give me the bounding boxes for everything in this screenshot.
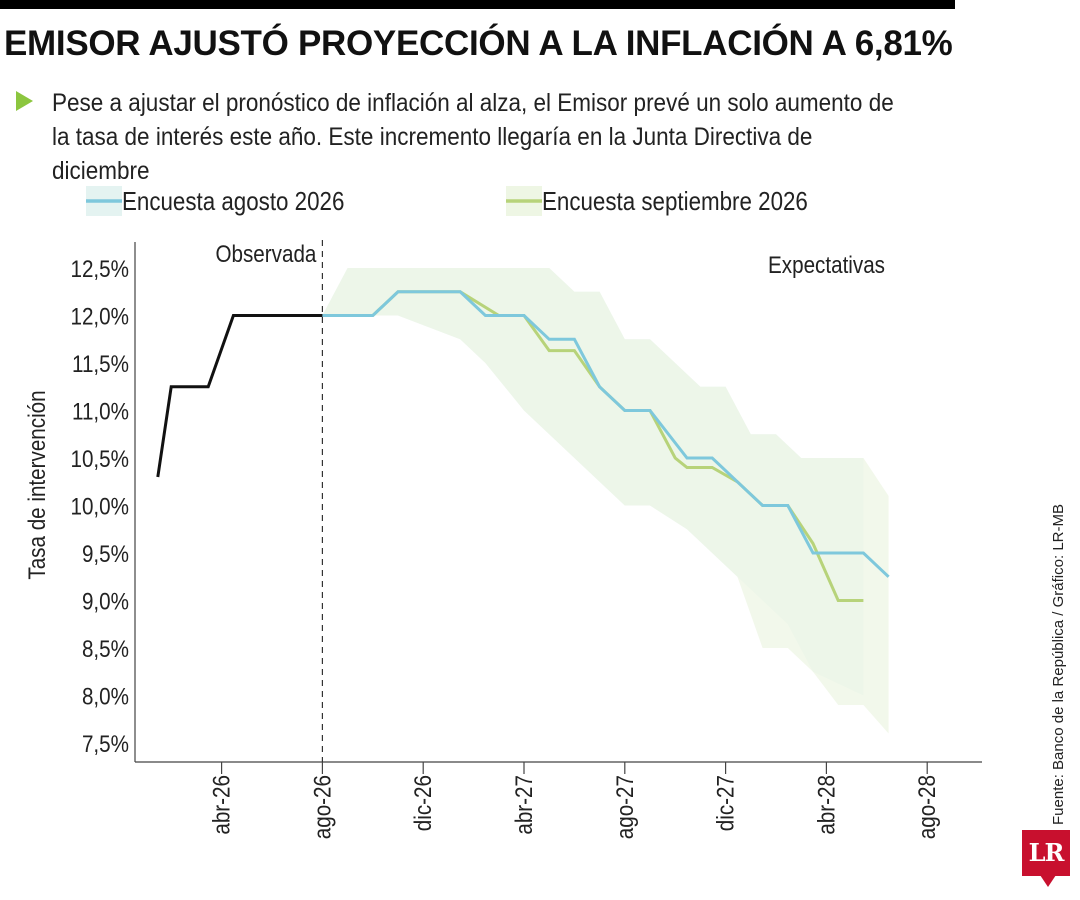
series-line-agosto [322,290,890,578]
y-tick-label: 12,5% [70,256,129,283]
top-rule [0,0,955,9]
y-tick-label: 7,5% [82,731,129,758]
x-tick-label: ago-28 [914,775,941,839]
x-tick-label: ago-26 [309,775,336,839]
region-label-observada: Observada [215,241,316,268]
y-axis-title: Tasa de intervención [24,390,51,579]
page-title: EMISOR AJUSTÓ PROYECCIÓN A LA INFLACIÓN … [4,24,953,63]
band-group [322,268,889,734]
y-tick-label: 8,0% [82,683,129,710]
x-tick-label: abr-28 [813,775,840,835]
series-line-observada [156,314,323,478]
x-tick-label: abr-27 [511,775,538,835]
y-tick-label: 10,0% [70,493,129,520]
x-tick-label: dic-27 [712,775,739,831]
x-tick-label: dic-26 [410,775,437,831]
lr-logo: LR [1022,830,1070,876]
x-tick-label: ago-27 [611,775,638,839]
bullet-triangle-icon [16,91,33,111]
y-tick-label: 12,0% [70,303,129,330]
x-tick-label: abr-26 [208,775,235,835]
axes-group [134,240,982,774]
y-tick-label: 9,5% [82,541,129,568]
source-credit: Fuente: Banco de la República / Gráfico:… [1050,504,1067,825]
uncertainty-band-septiembre [322,268,889,734]
y-tick-label: 11,0% [72,398,129,425]
y-tick-label: 8,5% [82,636,129,663]
lr-logo-tail [1040,875,1056,887]
region-label-expectativas: Expectativas [768,252,885,279]
y-tick-label: 10,5% [70,446,129,473]
legend-label: Encuesta agosto 2026 [122,187,344,216]
lines-group [156,290,890,602]
y-tick-label: 11,5% [72,351,129,378]
labels-group: 12,5% 12,0% 11,5% 11,0% 10,5% 10,0% 9,5% 9,0% 8,… [24,186,941,839]
page-subtitle: Pese a ajustar el pronóstico de inflació… [52,89,894,185]
y-tick-label: 9,0% [82,588,129,615]
legend-label: Encuesta septiembre 2026 [542,187,808,216]
